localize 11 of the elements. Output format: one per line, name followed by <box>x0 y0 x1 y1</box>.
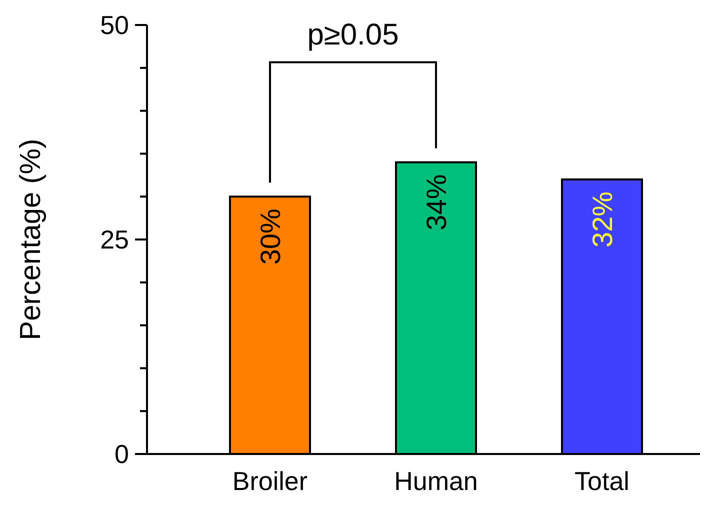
annotation: p≥0.05 <box>307 18 399 52</box>
y-axis-title: Percentage (%) <box>15 138 47 340</box>
x-tick-label: Total <box>574 466 630 496</box>
x-tick-label: Human <box>394 466 478 496</box>
y-tick-label: 50 <box>100 10 129 40</box>
y-tick-label: 0 <box>114 439 129 470</box>
data-label: 34% <box>421 174 452 230</box>
data-label: 30% <box>255 208 286 265</box>
x-tick-label: Broiler <box>232 466 308 496</box>
y-tick-label: 25 <box>100 224 129 255</box>
data-label: 32% <box>587 191 618 248</box>
